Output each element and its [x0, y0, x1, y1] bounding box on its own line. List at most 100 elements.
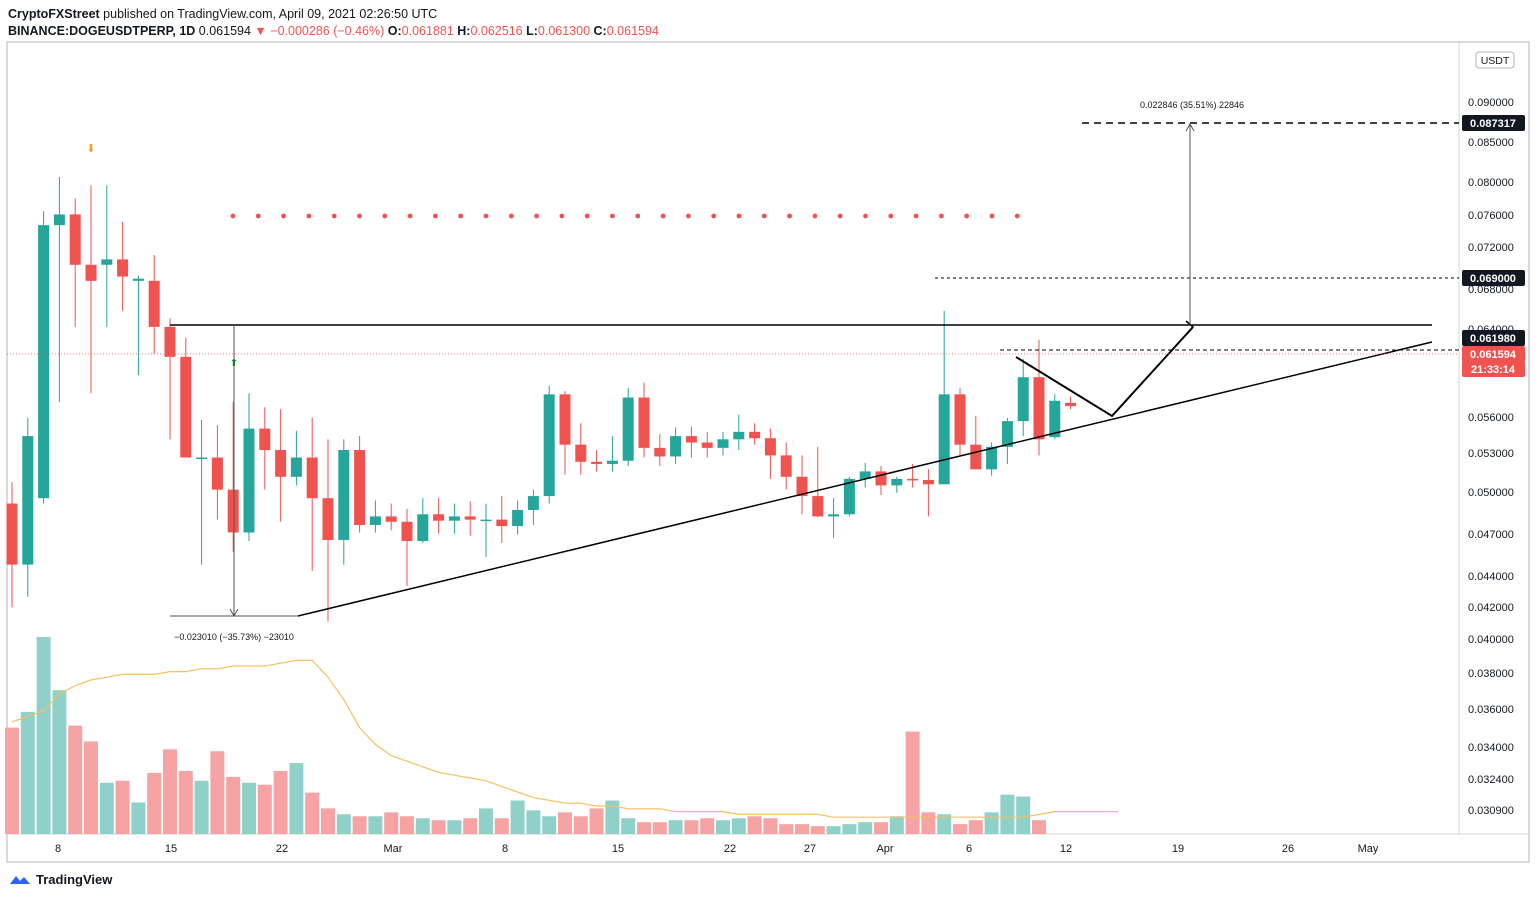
red-dot: [686, 213, 691, 219]
red-dot: [761, 213, 767, 219]
red-dot: [357, 213, 362, 219]
volume-bar: [889, 816, 904, 834]
volume-bar: [163, 749, 177, 834]
candle-body: [164, 326, 176, 357]
price-axis[interactable]: 0.090000 0.085000 0.080000 0.076000 0.072000…: [1468, 97, 1514, 817]
price-tick: 0.050000: [1468, 487, 1514, 499]
volume-bar: [5, 727, 19, 834]
volume-bar: [589, 808, 604, 834]
candle-body: [859, 471, 871, 479]
candlestick-chart[interactable]: 0.022846 (35.51%) 22846 −0.023010 (−35.7…: [0, 0, 1536, 870]
volume-bar: [795, 824, 809, 834]
candle-body: [101, 259, 113, 265]
red-dot: [913, 213, 919, 219]
volume-bar: [842, 824, 857, 834]
candle-body: [417, 514, 429, 542]
candle-body: [354, 450, 366, 525]
time-tick: 12: [1060, 843, 1072, 855]
price-tick: 0.040000: [1468, 634, 1514, 646]
candle-body: [369, 516, 381, 525]
publish-line: CryptoFXStreet published on TradingView.…: [8, 6, 659, 23]
red-dot: [281, 213, 286, 219]
price-tick: 0.032400: [1468, 774, 1514, 786]
candle-body: [654, 447, 666, 457]
tradingview-brand: TradingView: [36, 872, 113, 887]
red-dot: [1014, 213, 1020, 219]
candle-body: [606, 460, 618, 464]
support-trendline[interactable]: [297, 341, 1433, 617]
candle-body: [148, 280, 160, 327]
volume-bar: [826, 826, 841, 834]
forecast-path[interactable]: [1015, 326, 1194, 418]
volume-bar: [52, 690, 67, 834]
volume-bar: [652, 822, 667, 834]
volume-bar: [874, 822, 888, 834]
candle-body: [749, 431, 761, 439]
volume-bar: [1000, 794, 1015, 834]
low-label: L:: [526, 24, 538, 38]
candle-body: [433, 514, 445, 521]
candle-body: [496, 519, 508, 527]
candle-body: [259, 428, 271, 451]
time-tick: 6: [966, 843, 972, 855]
price-label-box: [1462, 361, 1525, 377]
close-label: C:: [593, 24, 607, 38]
volume-bar: [747, 816, 762, 834]
price-label: 21:33:14: [1471, 364, 1516, 376]
volume-bar: [352, 816, 367, 834]
time-axis[interactable]: 8 15 22 Mar 8 15 22 27 Apr 6 12 19 26 May: [55, 843, 1379, 855]
red-dot: [559, 213, 565, 219]
candle-body: [196, 457, 208, 460]
volume-bar: [1032, 820, 1046, 834]
candle-body: [622, 397, 634, 461]
price-tick: 0.034000: [1468, 742, 1514, 754]
candle-body: [780, 455, 792, 477]
symbol-name[interactable]: BINANCE:DOGEUSDTPERP, 1D: [8, 24, 196, 38]
volume-bar: [810, 826, 825, 834]
volume-bar: [731, 818, 746, 834]
close-value: 0.061594: [606, 24, 659, 38]
chart-frame: [6, 41, 1530, 863]
volume-bar: [115, 780, 130, 834]
price-tick: 0.042000: [1468, 602, 1514, 614]
currency-label: USDT: [1481, 55, 1510, 67]
volume-bar: [368, 816, 383, 834]
time-tick: 22: [276, 843, 288, 855]
volume-bar: [684, 820, 699, 834]
candle-body: [638, 397, 650, 448]
candle-body: [685, 436, 697, 443]
volume-bar: [621, 818, 636, 834]
red-dot: [736, 213, 742, 219]
volume-bar: [968, 820, 983, 834]
volume-bar: [668, 820, 683, 834]
red-dot: [964, 213, 970, 219]
red-dot: [939, 213, 944, 219]
candle-body: [907, 478, 919, 481]
candle-body: [322, 498, 334, 540]
price-tick: 0.085000: [1468, 137, 1514, 149]
publisher-name[interactable]: CryptoFXStreet: [8, 7, 100, 21]
candle-body: [132, 278, 144, 281]
time-tick: 8: [502, 843, 508, 855]
red-dot: [635, 213, 641, 219]
tradingview-footer[interactable]: TradingView: [8, 872, 112, 887]
time-tick: 26: [1282, 843, 1294, 855]
volume-bar: [257, 784, 272, 834]
volume-bar: [763, 818, 778, 834]
volume-bar: [953, 824, 967, 834]
candle-body: [1017, 377, 1029, 422]
red-dot: [787, 213, 792, 219]
candle-body: [1033, 377, 1045, 440]
up-arrow-icon: [1185, 122, 1195, 132]
time-tick: May: [1358, 843, 1379, 855]
red-dot: [837, 213, 843, 219]
candle-body: [117, 259, 129, 277]
candle-body: [1001, 421, 1013, 447]
price-label-box: [1462, 330, 1525, 346]
candle-body: [575, 444, 587, 462]
candle-body: [22, 436, 34, 565]
volume-bar: [605, 800, 620, 834]
volume-bar: [779, 824, 794, 834]
volume-bar: [147, 772, 162, 834]
red-dot: [483, 213, 489, 219]
